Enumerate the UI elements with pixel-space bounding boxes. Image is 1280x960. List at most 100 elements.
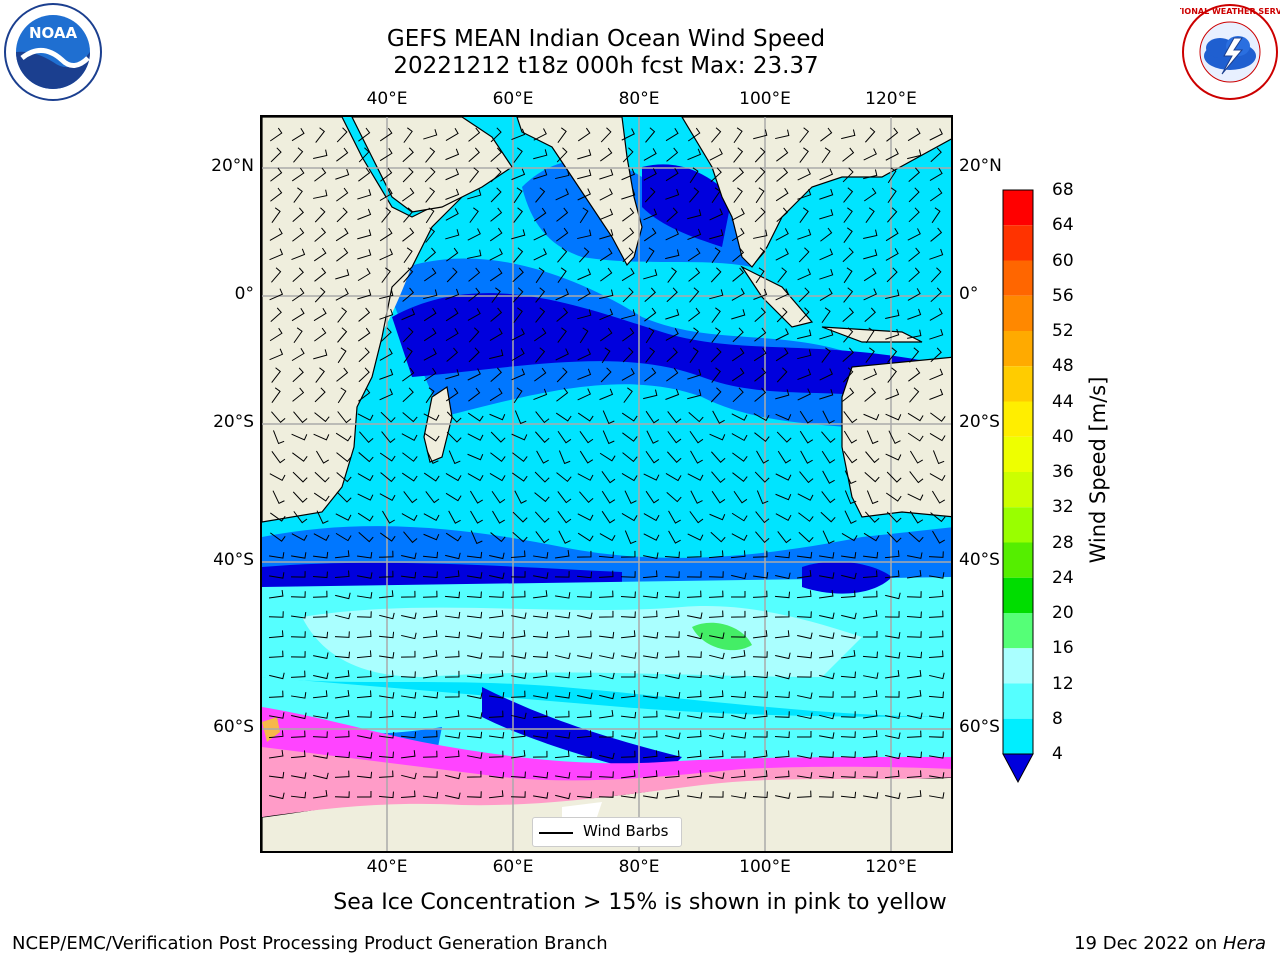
chart-title: GEFS MEAN Indian Ocean Wind Speed <box>386 26 826 52</box>
wind-barb <box>401 692 417 699</box>
wind-barb <box>708 690 724 699</box>
wind-barb <box>731 533 748 541</box>
wind-barb <box>599 327 613 342</box>
wind-barb <box>710 387 722 403</box>
wind-barb <box>865 451 880 464</box>
wind-barb <box>533 149 548 160</box>
wind-barb <box>906 770 922 779</box>
wind-barb <box>819 732 835 739</box>
wind-barb <box>774 691 790 699</box>
wind-barb <box>621 732 637 739</box>
wind-barb <box>644 287 656 302</box>
wind-barb <box>444 670 460 678</box>
wind-barb <box>644 187 656 203</box>
wind-barb <box>645 327 655 344</box>
colorbar-segment <box>1003 260 1033 296</box>
wind-barb <box>909 471 924 484</box>
wind-barb <box>535 187 546 203</box>
wind-barb <box>599 168 614 180</box>
wind-barb <box>819 389 834 400</box>
wind-barb <box>687 247 701 262</box>
wind-barb <box>400 650 416 658</box>
wind-barb <box>665 672 681 680</box>
wind-barb <box>796 730 812 738</box>
wind-barb <box>754 327 767 342</box>
wind-barb <box>862 690 878 699</box>
wind-barb <box>268 630 284 639</box>
wind-barb <box>467 692 483 699</box>
wind-barb <box>269 288 284 301</box>
wind-barb <box>906 790 922 799</box>
wind-barb <box>907 569 922 579</box>
wind-barb <box>556 387 569 402</box>
wind-barb <box>711 451 726 463</box>
wind-barb <box>885 413 902 421</box>
wind-barb <box>841 129 856 140</box>
wind-barb <box>733 127 743 144</box>
wind-barb <box>907 412 924 422</box>
wind-barb <box>709 433 726 441</box>
wind-barb <box>731 433 748 442</box>
wind-barb <box>380 167 393 182</box>
wind-barb <box>687 389 702 400</box>
wind-speed-map <box>260 115 953 853</box>
wind-barb <box>271 411 286 424</box>
wind-barb <box>841 632 857 639</box>
wind-barb <box>335 432 352 442</box>
wind-barb <box>796 790 812 798</box>
wind-barb <box>556 207 569 222</box>
wind-barb <box>667 411 682 424</box>
wind-barb <box>314 207 326 223</box>
wind-barb <box>554 550 570 559</box>
lat-tick-left: 0° <box>234 284 254 304</box>
wind-barb <box>621 309 636 320</box>
wind-barb <box>576 791 593 799</box>
wind-barb <box>269 473 286 481</box>
wind-barb <box>513 147 523 163</box>
wind-barb <box>819 612 835 620</box>
wind-barb <box>666 347 678 363</box>
colorbar-segment <box>1003 436 1033 472</box>
wind-barb <box>313 712 329 719</box>
wind-barb <box>622 227 635 242</box>
wind-barb <box>929 473 946 482</box>
wind-barb <box>752 710 768 719</box>
lon-tick-bottom: 60°E <box>492 857 534 877</box>
wind-barb <box>336 207 348 223</box>
wind-barb <box>445 188 460 200</box>
wind-barb <box>819 329 834 340</box>
map-legend: Wind Barbs <box>532 817 682 847</box>
wind-barb <box>931 207 941 224</box>
wind-barb <box>403 491 418 504</box>
wind-barb <box>687 209 702 220</box>
wind-barb <box>313 149 328 159</box>
wind-barb <box>533 168 548 180</box>
wind-barb <box>334 631 350 638</box>
colorbar-segment <box>1003 683 1033 719</box>
wind-barb <box>797 692 813 700</box>
wind-barb <box>620 750 636 758</box>
wind-barb <box>887 207 898 223</box>
wind-barb <box>884 611 900 618</box>
wind-barb <box>709 652 725 660</box>
wind-barb <box>511 612 527 620</box>
wind-barb <box>710 531 726 543</box>
wind-barb <box>602 430 615 445</box>
colorbar-tick-label: 28 <box>1052 532 1074 553</box>
colorbar-tick-label: 20 <box>1052 603 1074 623</box>
wind-barb <box>533 732 549 739</box>
wind-barb <box>841 572 857 580</box>
wind-barb <box>799 147 809 163</box>
wind-barb <box>357 512 374 522</box>
wind-barb <box>468 267 481 282</box>
wind-barb <box>687 473 704 481</box>
wind-barb <box>929 752 945 759</box>
wind-barb <box>444 570 460 579</box>
wind-barb <box>884 550 900 559</box>
wind-barb <box>315 127 326 143</box>
lon-tick-bottom: 120°E <box>865 857 917 877</box>
wind-barb <box>907 329 922 339</box>
wind-barb <box>907 149 922 160</box>
wind-barb <box>488 610 504 619</box>
wind-barb <box>643 148 657 161</box>
